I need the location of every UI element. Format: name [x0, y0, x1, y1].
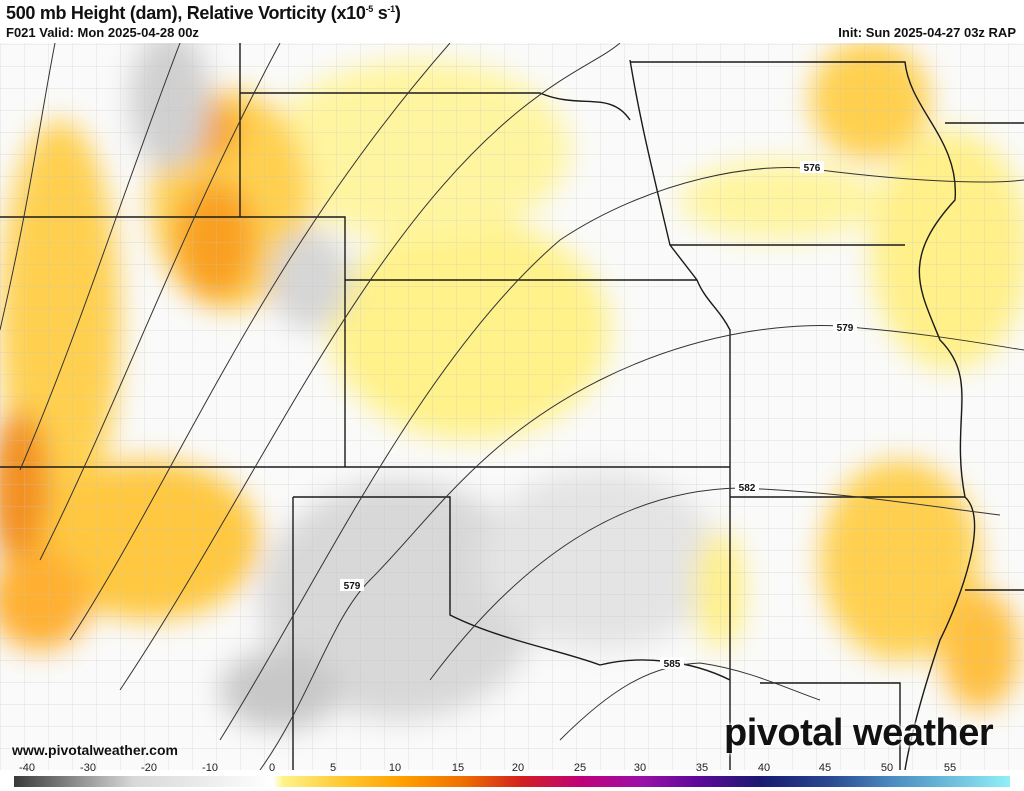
contour-labels: 576 579 579 582 585 — [340, 161, 857, 670]
colorbar-tick-label: 30 — [633, 762, 647, 774]
valid-time: F021 Valid: Mon 2025-04-28 00z — [6, 25, 199, 40]
colorbar-tick-label: -20 — [141, 762, 157, 774]
website-label: www.pivotalweather.com — [12, 742, 178, 758]
colorbar-tick-label: 40 — [757, 762, 771, 774]
colorbar-tick-label: 15 — [451, 762, 465, 774]
colorbar-tick-label: 55 — [943, 762, 957, 774]
colorbar — [14, 776, 1010, 787]
colorbar-tick-label: -10 — [202, 762, 218, 774]
colorbar-tick-label: 25 — [573, 762, 587, 774]
pivotal-weather-logo: pivotal weather — [724, 712, 994, 754]
colorbar-tick-label: 45 — [818, 762, 832, 774]
colorbar-tick-label: -40 — [19, 762, 35, 774]
county-lines — [0, 43, 1024, 770]
init-time: Init: Sun 2025-04-27 03z RAP — [838, 25, 1016, 40]
contour-label: 582 — [739, 483, 756, 494]
contour-label: 579 — [344, 581, 361, 592]
map-title: 500 mb Height (dam), Relative Vorticity … — [6, 3, 401, 23]
contour-label: 576 — [804, 163, 821, 174]
weather-map: 576 579 579 582 585 — [0, 43, 1024, 770]
contour-label: 585 — [664, 659, 681, 670]
height-contours — [0, 43, 1024, 770]
colorbar-tick-label: 50 — [880, 762, 894, 774]
colorbar-tick-label: -30 — [80, 762, 96, 774]
colorbar-tick-label: 35 — [695, 762, 709, 774]
state-borders — [0, 43, 1024, 770]
colorbar-tick-label: 0 — [268, 762, 276, 774]
colorbar-tick-label: 5 — [329, 762, 337, 774]
colorbar-labels: -40 -30 -20 -10 0 5 10 15 20 25 30 35 40 45 50 55 — [0, 762, 1024, 776]
colorbar-tick-label: 20 — [511, 762, 525, 774]
contour-label: 579 — [837, 323, 854, 334]
colorbar-tick-label: 10 — [388, 762, 402, 774]
